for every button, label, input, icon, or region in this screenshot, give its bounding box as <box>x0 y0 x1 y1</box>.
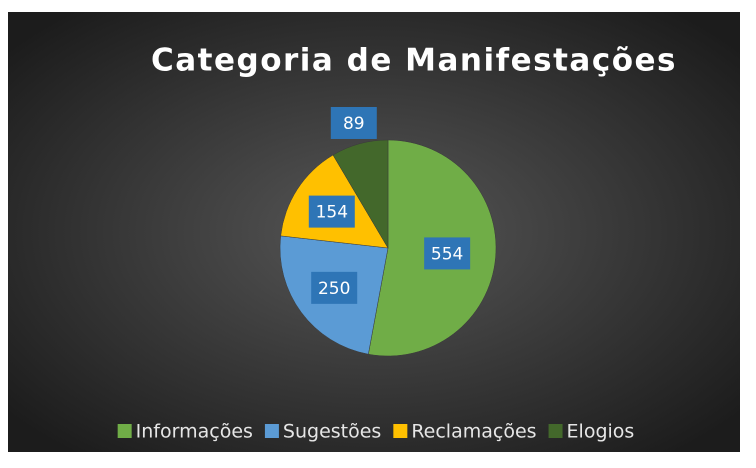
data-label: 250 <box>318 279 350 299</box>
data-label-box <box>424 237 471 270</box>
legend-label: Reclamações <box>411 421 536 443</box>
legend-label: Informações <box>136 421 253 443</box>
pie-slice <box>332 139 389 249</box>
data-label-box <box>308 195 355 228</box>
legend-swatch <box>117 424 132 438</box>
data-label-box <box>311 271 358 304</box>
data-label-box <box>330 106 377 139</box>
legend-swatch <box>264 424 279 438</box>
legend-label: Elogios <box>567 421 635 443</box>
data-label: 154 <box>316 203 348 223</box>
legend-swatch <box>393 424 408 438</box>
legend-swatch <box>548 424 563 438</box>
legend-label: Sugestões <box>283 421 381 443</box>
chart-title: Categoria de Manifestações <box>151 43 677 79</box>
legend: Informações Sugestões Reclamações Elogios <box>117 421 635 443</box>
data-label: 554 <box>431 244 463 264</box>
data-label: 89 <box>343 114 365 134</box>
data-labels: 554 250 154 89 <box>308 106 471 304</box>
